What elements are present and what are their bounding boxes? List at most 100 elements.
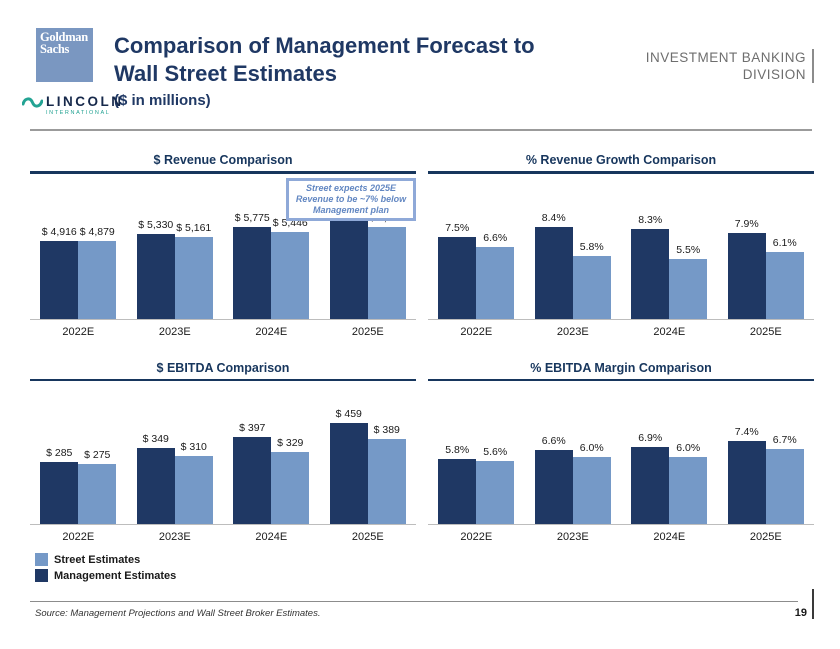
bar-group-2023e: $ 349 $ 310: [136, 433, 213, 524]
bar-management: [136, 234, 175, 319]
bar-management: [727, 232, 766, 319]
management-estimates-swatch: [35, 569, 48, 582]
chart-title-underline: [428, 171, 814, 174]
charts-grid: $ Revenue Comparison Street expects 2025…: [30, 152, 814, 543]
bar-value-label: 6.7%: [772, 434, 797, 446]
bar-value-label: 7.5%: [445, 222, 470, 235]
bar-cell: $ 459: [329, 408, 368, 524]
bar-cell: 6.9%: [631, 432, 670, 524]
bar-group-2025e: $ 459 $ 389: [329, 408, 406, 524]
x-axis-label: 2024E: [255, 531, 288, 543]
x-axis-label: 2024E: [653, 325, 686, 338]
bar-management: [233, 227, 272, 319]
bar-cell: 7.5%: [438, 222, 477, 319]
bar-street: [669, 456, 708, 524]
chart-ebitda-comparison: $ EBITDA Comparison $ 285 $ 275 $ 349 $ 310…: [30, 360, 416, 543]
bar-cell: $ 5,330: [136, 219, 175, 319]
bar-management: [136, 447, 175, 524]
bar-group-2022e: $ 285 $ 275: [40, 446, 117, 524]
annotation-callout: Street expects 2025E Revenue to be ~7% b…: [286, 177, 416, 221]
bar-cell: $ 6,233: [329, 205, 368, 319]
header-divider: [30, 129, 812, 131]
bar-group-2025e: 7.9% 6.1%: [727, 217, 804, 319]
bar-value-label: 8.4%: [541, 212, 566, 225]
bar-management: [329, 423, 368, 524]
bar-cell: $ 5,777: [367, 212, 406, 319]
bar-cell: 6.1%: [765, 237, 804, 319]
slide-title-line1: Comparison of Management Forecast to: [114, 33, 535, 58]
bar-street: [78, 463, 117, 524]
bar-value-label: $ 285: [46, 446, 73, 459]
page-number: 19: [794, 607, 807, 619]
x-axis-label: 2023E: [158, 325, 191, 338]
footer-divider: [30, 601, 798, 602]
bar-group-2023e: 8.4% 5.8%: [534, 212, 611, 319]
chart-revenue-growth-comparison: % Revenue Growth Comparison 7.5% 6.6% 8.4%…: [428, 152, 814, 338]
bar-cell: $ 4,916: [40, 226, 79, 319]
bar-management: [534, 227, 573, 319]
bar-value-label: 6.0%: [676, 441, 701, 454]
bar-management: [727, 441, 766, 524]
bar-cell: $ 389: [367, 424, 406, 524]
bar-street: [572, 456, 611, 524]
chart-revenue-comparison: $ Revenue Comparison Street expects 2025…: [30, 152, 416, 338]
bar-value-label: $ 275: [84, 448, 111, 461]
bar-street: [765, 449, 804, 524]
bar-street: [476, 461, 515, 524]
page-number-block: 19: [795, 589, 814, 619]
bar-management: [631, 228, 670, 319]
bar-street: [271, 451, 310, 524]
bar-value-label: 5.8%: [579, 240, 604, 253]
bar-cell: $ 5,446: [271, 217, 310, 319]
lincoln-international-logo: LINCOLN INTERNATIONAL: [21, 95, 124, 116]
bar-value-label: 7.9%: [734, 217, 759, 230]
bar-group-2024e: $ 397 $ 329: [233, 422, 310, 524]
bar-cell: 8.4%: [534, 212, 573, 319]
bar-management: [438, 237, 477, 319]
x-axis-label: 2025E: [351, 531, 384, 543]
bar-management: [534, 450, 573, 524]
bar-cell: 6.7%: [765, 434, 804, 524]
bar-street: [669, 258, 708, 319]
annotation-line3: Management plan: [312, 204, 389, 215]
chart-legend: Street Estimates Management Estimates: [35, 553, 176, 585]
bar-value-label: 5.5%: [676, 243, 701, 256]
bar-cell: $ 310: [174, 441, 213, 524]
bar-management: [438, 459, 477, 524]
goldman-sachs-logo-line1: Goldman: [40, 30, 88, 44]
bar-street: [174, 456, 213, 524]
bar-value-label: $ 459: [335, 408, 362, 421]
bar-cell: 6.0%: [572, 441, 611, 524]
bar-cell: 5.8%: [572, 240, 611, 319]
x-axis-label: 2023E: [556, 325, 589, 338]
bar-cell: 6.0%: [669, 441, 708, 524]
x-axis: 2022E 2023E 2024E 2025E: [428, 320, 814, 338]
bar-group-2025e: 7.4% 6.7%: [727, 426, 804, 524]
bar-value-label: 7.4%: [734, 426, 759, 439]
bar-street: [271, 232, 310, 319]
bar-group-2022e: 7.5% 6.6%: [438, 222, 515, 319]
bar-cell: 5.8%: [438, 444, 477, 524]
bar-value-label: $ 5,161: [176, 221, 212, 234]
bar-management: [329, 219, 368, 319]
bar-group-2024e: $ 5,775 $ 5,446: [233, 212, 310, 319]
plot-area: 5.8% 5.6% 6.6% 6.0% 6.9% 6.0% 7.4% 6.7%: [428, 381, 814, 525]
bar-value-label: $ 5,330: [138, 219, 174, 231]
chart-title: % Revenue Growth Comparison: [525, 153, 717, 167]
x-axis-label: 2022E: [460, 531, 493, 543]
bar-value-label: 6.0%: [579, 441, 604, 454]
bar-group-2023e: $ 5,330 $ 5,161: [136, 219, 213, 319]
bar-cell: 7.4%: [727, 426, 766, 524]
bar-management: [40, 461, 79, 524]
bar-management: [233, 437, 272, 524]
bar-cell: 5.6%: [476, 446, 515, 524]
slide-title: Comparison of Management Forecast to Wal…: [114, 32, 535, 88]
x-axis: 2022E 2023E 2024E 2025E: [30, 525, 416, 543]
division-line1: INVESTMENT BANKING: [645, 50, 806, 65]
bar-value-label: $ 397: [239, 422, 266, 434]
bar-cell: $ 397: [233, 422, 272, 524]
x-axis-label: 2025E: [749, 531, 782, 543]
legend-item-management: Management Estimates: [35, 569, 176, 582]
bar-street: [78, 241, 117, 319]
